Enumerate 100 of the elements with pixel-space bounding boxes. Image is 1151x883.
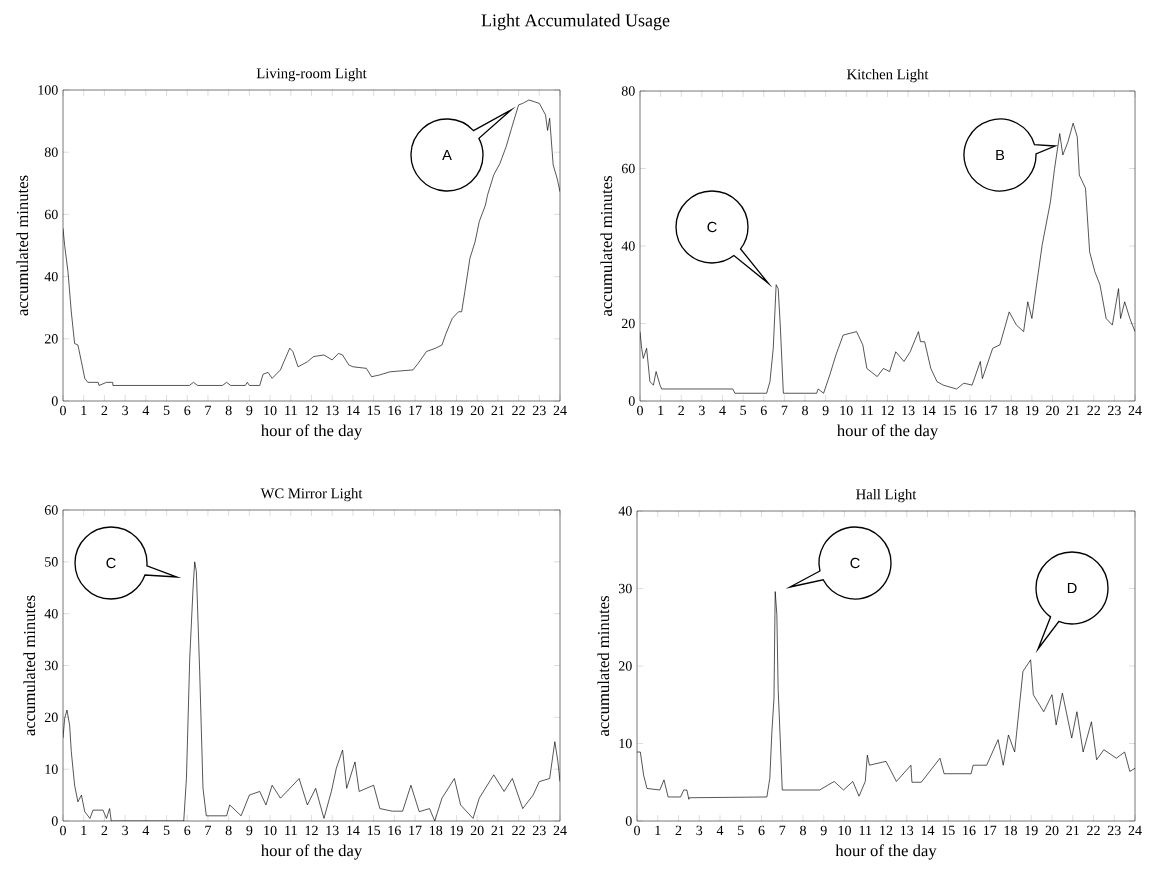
x-tick-label: 8 [800,825,806,836]
x-tick-label: 14 [921,825,935,835]
x-tick-label: 18 [429,825,443,836]
y-tick-label: 60 [44,209,58,220]
x-tick-label: 5 [740,405,747,416]
y-tick-label: 0 [51,396,58,406]
x-tick-label: 7 [781,405,788,415]
y-tick-label: 80 [44,147,58,157]
x-tick-label: 15 [367,825,381,836]
annotation: C [106,557,116,569]
x-tick-label: 21 [491,825,505,835]
annotation: D [1067,582,1077,594]
x-tick-label: 7 [779,825,786,835]
x-axis-title: hour of the day [260,844,363,860]
x-tick-label: 19 [450,825,463,836]
x-tick-label: 20 [1045,825,1059,836]
y-tick-label: 20 [44,334,58,344]
x-tick-label: 24 [1128,825,1142,835]
x-tick-label: 11 [285,405,297,415]
y-tick-label: 100 [38,85,58,95]
y-axis-title: accumulated minutes [16,175,29,316]
x-tick-label: 10 [264,405,277,416]
x-tick-label: 19 [450,405,463,416]
x-tick-label: 22 [512,405,525,415]
y-axis-title: accumulated minutes [597,596,610,736]
x-tick-label: 17 [409,405,422,415]
x-tick-label: 18 [1005,405,1018,416]
x-axis-title: hour of the day [835,844,937,860]
x-tick-label: 6 [758,825,765,836]
x-tick-label: 23 [532,825,546,836]
x-tick-label: 11 [859,825,872,835]
y-tick-label: 80 [621,86,635,96]
x-tick-label: 1 [81,825,87,835]
chart-title: Kitchen Light [847,68,929,83]
y-tick-label: 40 [618,506,632,516]
x-tick-label: 24 [553,405,567,415]
x-tick-label: 7 [205,825,212,835]
x-tick-label: 4 [719,405,726,415]
x-tick-label: 22 [512,825,525,835]
x-tick-label: 3 [696,825,703,836]
x-tick-label: 21 [491,405,505,415]
y-tick-label: 60 [44,505,58,515]
x-tick-label: 9 [820,825,827,836]
x-tick-label: 2 [675,825,682,835]
x-tick-label: 1 [81,405,87,415]
x-tick-label: 17 [409,825,422,835]
x-tick-label: 8 [225,405,232,416]
x-tick-label: 24 [553,825,567,835]
x-tick-label: 16 [388,825,401,836]
y-axis-title: accumulated minutes [23,595,36,736]
x-tick-label: 11 [861,405,873,415]
y-tick-label: 30 [44,660,58,671]
x-tick-label: 13 [902,405,915,416]
x-tick-label: 15 [943,405,956,416]
x-tick-label: 6 [184,405,191,416]
x-tick-label: 11 [285,825,297,835]
x-tick-label: 2 [101,405,108,415]
text: Light Accumulated Usage [481,13,670,31]
y-tick-label: 50 [45,557,58,567]
annotation: B [996,149,1005,161]
x-tick-label: 19 [1026,405,1039,416]
x-tick-label: 3 [122,405,129,416]
x-tick-label: 4 [716,825,724,835]
y-tick-label: 60 [621,163,635,174]
x-tick-label: 23 [1107,825,1121,836]
x-tick-label: 9 [246,825,253,836]
x-tick-label: 0 [60,825,66,836]
x-tick-label: 21 [1066,405,1080,415]
x-tick-label: 16 [963,825,976,836]
x-tick-label: 13 [326,405,339,416]
x-tick-label: 5 [163,825,170,836]
x-tick-label: 10 [264,825,277,836]
x-tick-label: 14 [347,405,360,415]
y-tick-label: 0 [625,816,632,826]
x-tick-label: 5 [163,405,170,416]
y-tick-label: 40 [621,241,635,251]
x-tick-label: 16 [964,405,977,416]
x-tick-label: 17 [984,825,997,835]
x-tick-label: 9 [246,405,253,416]
x-tick-label: 2 [101,825,108,835]
x-tick-label: 21 [1066,825,1079,835]
x-tick-label: 15 [367,405,381,416]
x-tick-label: 6 [760,405,767,416]
chart-title: WC Mirror Light [260,487,363,502]
x-tick-label: 17 [984,405,998,415]
x-axis-title: hour of the day [260,424,363,440]
x-tick-label: 2 [678,405,684,415]
x-tick-label: 5 [738,825,744,836]
x-tick-label: 14 [923,405,936,415]
x-tick-label: 13 [901,825,914,836]
x-tick-label: 22 [1087,405,1100,415]
y-tick-label: 0 [628,396,635,406]
x-tick-label: 12 [881,405,894,415]
y-tick-label: 10 [619,738,632,749]
y-tick-label: 20 [44,712,58,723]
x-tick-label: 8 [225,825,232,836]
x-tick-label: 10 [838,825,851,836]
x-tick-label: 0 [637,405,643,416]
x-tick-label: 23 [1108,405,1121,416]
x-tick-label: 14 [347,825,360,835]
